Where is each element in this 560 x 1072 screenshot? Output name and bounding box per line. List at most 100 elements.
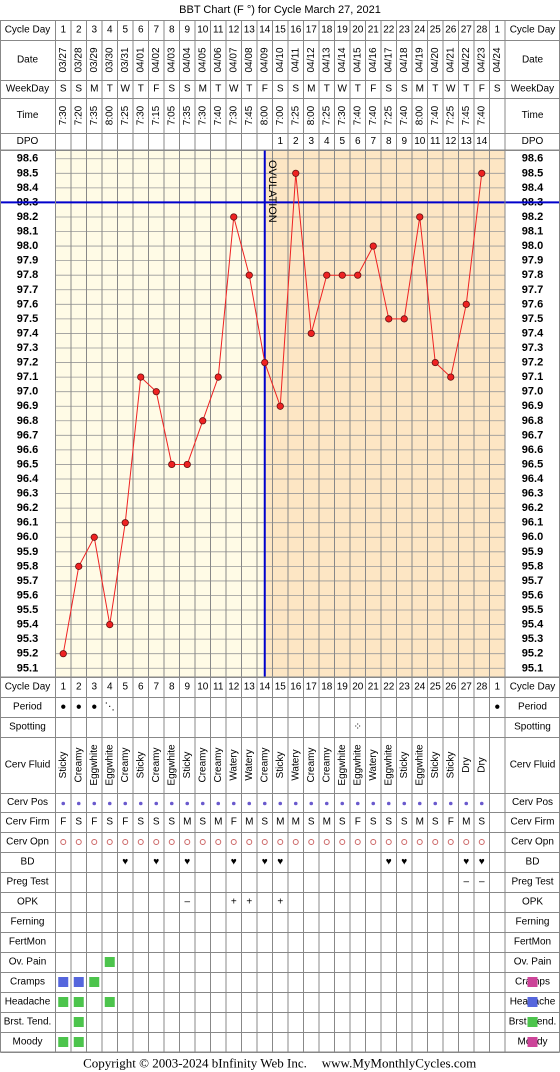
cell-text: 7:25 (290, 105, 301, 125)
temperature-point (431, 358, 439, 367)
y-tick-label: 98.2 (522, 211, 543, 223)
cell-text: 21 (368, 682, 380, 693)
cell-text: 15 (275, 682, 287, 693)
cell-text: 2 (293, 136, 299, 147)
cervix-dot (185, 801, 190, 806)
cervix-dot (417, 801, 422, 806)
cell-text: 7:35 (182, 105, 193, 125)
cell-text: M (462, 817, 470, 828)
symptom-box (527, 997, 538, 1007)
cell-text: 7:30 (228, 105, 239, 125)
cell-text: 04/19 (414, 47, 425, 72)
cell-text: 7 (153, 25, 159, 36)
y-tick-label: 96.6 (522, 444, 543, 456)
cell-text: 11 (430, 136, 441, 147)
cell-text: T (215, 84, 221, 95)
row-label: Cerv Fluid (510, 760, 556, 771)
cell-text: 04/09 (259, 47, 270, 72)
cervix-dot (464, 801, 469, 806)
cell-text: 7 (153, 682, 159, 693)
row-label: DPO (522, 136, 544, 147)
cervix-opening (432, 839, 439, 845)
row-label: Date (17, 55, 39, 66)
cell-text: F (448, 817, 454, 828)
temperature-point (106, 620, 114, 629)
cell-text: M (199, 84, 207, 95)
cell-text: 1 (494, 25, 500, 36)
y-tick-label: 96.5 (17, 458, 38, 470)
cell-text: Watery (368, 749, 379, 780)
cell-text: ♥ (401, 857, 407, 868)
cell-text: 25 (430, 682, 442, 693)
cell-text: 5 (122, 682, 128, 693)
cell-text: T (355, 84, 361, 95)
cell-text: 7:25 (321, 105, 332, 125)
cell-text: 7:40 (476, 105, 487, 125)
cell-text: ● (91, 702, 97, 713)
cell-text: W (338, 84, 348, 95)
cell-text: 04/02 (151, 47, 162, 72)
row-label: OPK (17, 897, 38, 908)
row-label: Spotting (514, 722, 551, 733)
y-tick-label: 98.1 (522, 226, 543, 238)
cervix-opening (292, 839, 299, 845)
cell-text: 04/05 (197, 47, 208, 72)
symptom-box (58, 997, 69, 1007)
row-label: Preg Test (6, 877, 48, 888)
cervix-dot (262, 801, 267, 806)
cell-text: 7:40 (399, 105, 410, 125)
y-tick-label: 97.7 (522, 284, 543, 296)
cell-text: Eggwhite (166, 744, 177, 786)
temperature-point (416, 213, 424, 221)
cell-text: 23 (399, 25, 411, 36)
cell-text: M (183, 817, 191, 828)
cell-text: 6 (355, 136, 361, 147)
temperature-point (90, 533, 98, 541)
row-label: Cerv Firm (511, 817, 555, 828)
luteal-bg (264, 150, 505, 677)
y-tick-label: 98.0 (17, 240, 38, 252)
cell-text: 19 (337, 25, 349, 36)
cell-text: 27 (461, 25, 473, 36)
cell-text: 04/21 (445, 47, 456, 72)
website: www.MyMonthlyCycles.com (322, 1056, 476, 1071)
y-tick-label: 96.0 (522, 531, 543, 543)
cell-text: S (292, 84, 299, 95)
cell-text: 14 (476, 136, 488, 147)
y-tick-label: 97.7 (17, 284, 38, 296)
cell-text: 19 (337, 682, 349, 693)
y-tick-label: 95.1 (522, 662, 543, 674)
symptom-box (104, 997, 115, 1007)
temperature-point (462, 300, 470, 308)
y-tick-label: 95.8 (522, 560, 543, 572)
cell-text: ♥ (122, 857, 128, 868)
cell-text: – (479, 877, 485, 888)
y-tick-label: 96.2 (17, 502, 38, 514)
cervix-opening (308, 839, 315, 845)
cell-text: ● (60, 702, 66, 713)
cervix-dot (340, 801, 345, 806)
cell-text: T (138, 84, 144, 95)
cell-text: ♥ (184, 857, 190, 868)
cervix-dot (138, 801, 143, 806)
cell-text: 13 (244, 25, 256, 36)
cell-text: Creamy (306, 747, 317, 782)
cervix-opening (230, 839, 237, 845)
row-label: Cycle Day (5, 25, 51, 36)
cell-text: 1 (60, 682, 66, 693)
y-tick-label: 96.3 (522, 488, 543, 500)
cell-text: 24 (414, 682, 426, 693)
cell-text: 8 (386, 136, 392, 147)
cell-text: 7:20 (73, 105, 84, 125)
row-label: FertMon (9, 937, 46, 948)
y-tick-label: 98.4 (522, 182, 544, 194)
symptom-box (73, 1017, 84, 1027)
cell-text: 04/08 (244, 47, 255, 72)
temperature-point (276, 402, 284, 410)
cell-text: 24 (414, 25, 426, 36)
y-tick-label: 96.4 (522, 473, 544, 485)
row-label: DPO (17, 136, 39, 147)
y-tick-label: 97.5 (522, 313, 543, 325)
cell-text: 7:40 (213, 105, 224, 125)
y-tick-label: 95.3 (522, 633, 543, 645)
